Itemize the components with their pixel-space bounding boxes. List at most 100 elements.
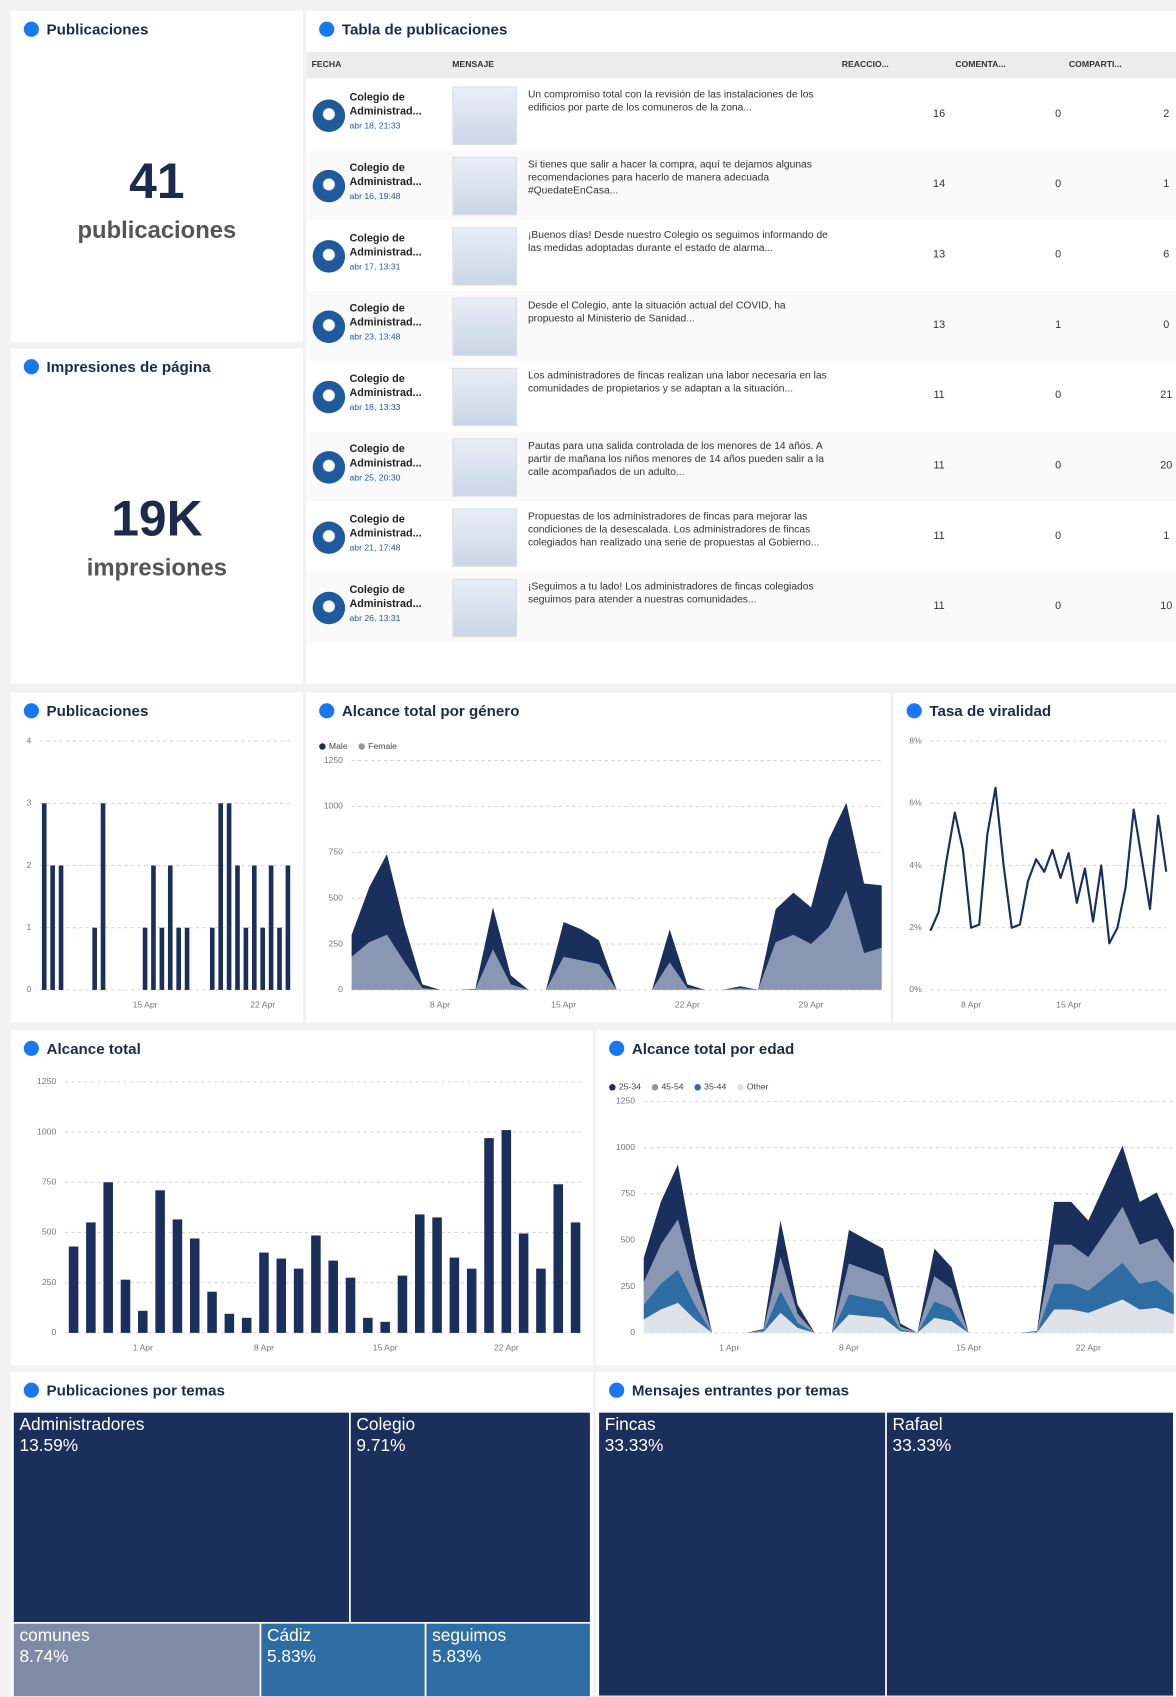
cell-shares: 0 xyxy=(1145,319,1176,331)
bar xyxy=(415,1214,425,1332)
cell-comments: 0 xyxy=(1036,108,1079,120)
cell-comments: 0 xyxy=(1036,530,1079,542)
post-date: abr 23, 13:48 xyxy=(349,332,400,342)
post-message: Pautas para una salida controlada de los… xyxy=(528,440,829,479)
bar xyxy=(173,1219,183,1332)
x-tick-label: 22 Apr xyxy=(675,999,700,1009)
post-date: abr 25, 20:30 xyxy=(349,473,400,483)
bar xyxy=(536,1269,546,1333)
bar xyxy=(138,1311,148,1333)
legend-swatch xyxy=(694,1084,700,1090)
y-tick-label: 0 xyxy=(630,1327,635,1337)
legend-label: Other xyxy=(747,1082,769,1092)
treemap-label: comunes xyxy=(19,1625,90,1645)
y-tick-label: 750 xyxy=(621,1188,636,1198)
page-name: Colegio de Administrad... xyxy=(349,91,442,119)
panel-title: Tabla de publicaciones xyxy=(319,21,507,38)
x-tick-label: 8 Apr xyxy=(254,1342,274,1352)
x-tick-label: 8 Apr xyxy=(961,999,981,1009)
post-message: Desde el Colegio, ante la situación actu… xyxy=(528,300,829,326)
post-date: abr 21, 17:48 xyxy=(349,543,400,553)
y-tick-label: 500 xyxy=(329,892,344,902)
page-name: Colegio de Administrad... xyxy=(349,302,442,330)
bar xyxy=(155,1190,165,1333)
bar xyxy=(450,1258,460,1333)
panel-title: Alcance total por género xyxy=(319,702,519,719)
post-date: abr 16, 19:48 xyxy=(349,191,400,201)
cell-shares: 6 xyxy=(1145,249,1176,261)
post-message: Los administradores de fincas realizan u… xyxy=(528,370,829,396)
y-tick-label: 4 xyxy=(27,735,32,745)
post-message: ¡Seguimos a tu lado! Los administradores… xyxy=(528,581,829,607)
bar xyxy=(269,866,274,990)
bar xyxy=(101,803,106,990)
legend-label: 45-54 xyxy=(662,1082,684,1092)
treemap-value: 33.33% xyxy=(893,1435,952,1455)
bar xyxy=(363,1318,373,1333)
x-tick-label: 1 Apr xyxy=(719,1342,739,1352)
y-tick-label: 3 xyxy=(27,798,32,808)
thumbnail xyxy=(452,368,517,426)
table-row: Colegio de Administrad...abr 26, 13:31¡S… xyxy=(306,572,1176,642)
bar xyxy=(242,1318,252,1333)
x-tick-label: 22 Apr xyxy=(250,999,275,1009)
legend-swatch xyxy=(737,1084,743,1090)
cell-shares: 20 xyxy=(1145,460,1176,472)
bar xyxy=(432,1217,442,1332)
avatar xyxy=(313,240,345,272)
bar xyxy=(346,1278,356,1333)
treemap-label: Fincas xyxy=(605,1414,656,1434)
treemap-label: Colegio xyxy=(356,1414,415,1434)
bar xyxy=(235,866,240,990)
y-tick-label: 6% xyxy=(909,798,922,808)
panel-title: Tasa de viralidad xyxy=(907,702,1052,719)
bar xyxy=(185,928,190,990)
treemap-label: seguimos xyxy=(432,1625,506,1645)
table-row: Colegio de Administrad... abr 18, 13:33 Lo… xyxy=(306,361,1176,431)
panel-title: Publicaciones xyxy=(24,21,149,38)
y-tick-label: 500 xyxy=(621,1235,636,1245)
thumbnail xyxy=(452,438,517,496)
cell-shares: 1 xyxy=(1145,179,1176,191)
page-name: Colegio de Administrad... xyxy=(349,372,442,400)
x-tick-label: 15 Apr xyxy=(373,1342,398,1352)
column-header: REACCIO... xyxy=(842,60,889,70)
avatar xyxy=(313,451,345,483)
y-tick-label: 750 xyxy=(42,1177,57,1187)
avatar xyxy=(313,170,345,202)
bar xyxy=(207,1292,217,1333)
treemap-value: 8.74% xyxy=(19,1646,68,1666)
panel: Tasa de viralidad0%2%4%6%8%8 Apr15 Apr xyxy=(894,692,1176,1022)
panel: Mensajes entrantes por temas Fincas 33.33%… xyxy=(596,1372,1176,1697)
cell-reactions: 11 xyxy=(917,600,960,612)
x-tick-label: 8 Apr xyxy=(839,1342,859,1352)
bar xyxy=(519,1233,529,1332)
cell-reactions: 13 xyxy=(917,249,960,261)
bar xyxy=(252,866,257,990)
column-header: COMENTA... xyxy=(955,60,1005,70)
bar xyxy=(311,1235,321,1332)
bar xyxy=(69,1247,79,1333)
post-date: abr 18, 13:33 xyxy=(349,402,400,412)
bar xyxy=(103,1182,113,1333)
table-row: Colegio de Administrad... abr 23, 13:48 De… xyxy=(306,291,1176,361)
panel-title: Publicaciones xyxy=(24,702,149,719)
x-tick-label: 15 Apr xyxy=(1056,999,1081,1009)
x-tick-label: 15 Apr xyxy=(956,1342,981,1352)
post-message: Propuestas de los administradores de fin… xyxy=(528,511,829,550)
panel-title: Mensajes entrantes por temas xyxy=(609,1382,849,1399)
legend-swatch xyxy=(319,743,325,749)
post-message: Si tienes que salir a hacer la compra, a… xyxy=(528,159,829,198)
avatar xyxy=(313,521,345,553)
post-message: ¡Buenos días! Desde nuestro Colegio os s… xyxy=(528,229,829,255)
bar xyxy=(121,1280,131,1333)
avatar xyxy=(313,592,345,624)
